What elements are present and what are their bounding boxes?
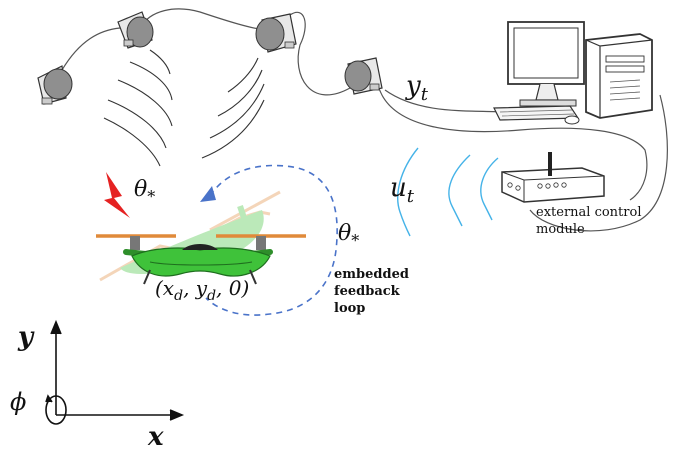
label-y-t: yt (405, 71, 429, 105)
label-embedded: embedded (334, 267, 409, 282)
computer-icon (493, 21, 653, 125)
arrow-icon (200, 186, 216, 202)
label-module: module (536, 222, 585, 237)
axis-label-y: y (17, 322, 35, 352)
wireless-waves (397, 147, 499, 237)
coordinate-axes (45, 319, 185, 425)
label-theta-top: θ* (134, 177, 155, 206)
label-theta-right: θ* (338, 221, 359, 250)
label-feedback: feedback (334, 284, 401, 299)
camera-signal-waves (201, 57, 265, 159)
label-u-t: ut (390, 173, 415, 207)
camera-icon (255, 13, 297, 53)
label-external-control: external control (536, 205, 641, 220)
lightning-icon (104, 172, 130, 218)
feedback-loop-arrow (200, 164, 338, 316)
camera-icon (117, 11, 154, 49)
axis-label-x: x (147, 422, 164, 450)
camera-icon (37, 65, 73, 105)
axis-label-phi: ϕ (10, 388, 26, 416)
camera-signal-waves (103, 49, 173, 167)
label-position: (xd, yd, 0) (155, 276, 249, 304)
router-icon (501, 152, 605, 203)
label-loop: loop (334, 301, 365, 316)
camera-icon (344, 57, 383, 95)
drone-icon (96, 190, 306, 285)
camera-cables (61, 8, 668, 232)
